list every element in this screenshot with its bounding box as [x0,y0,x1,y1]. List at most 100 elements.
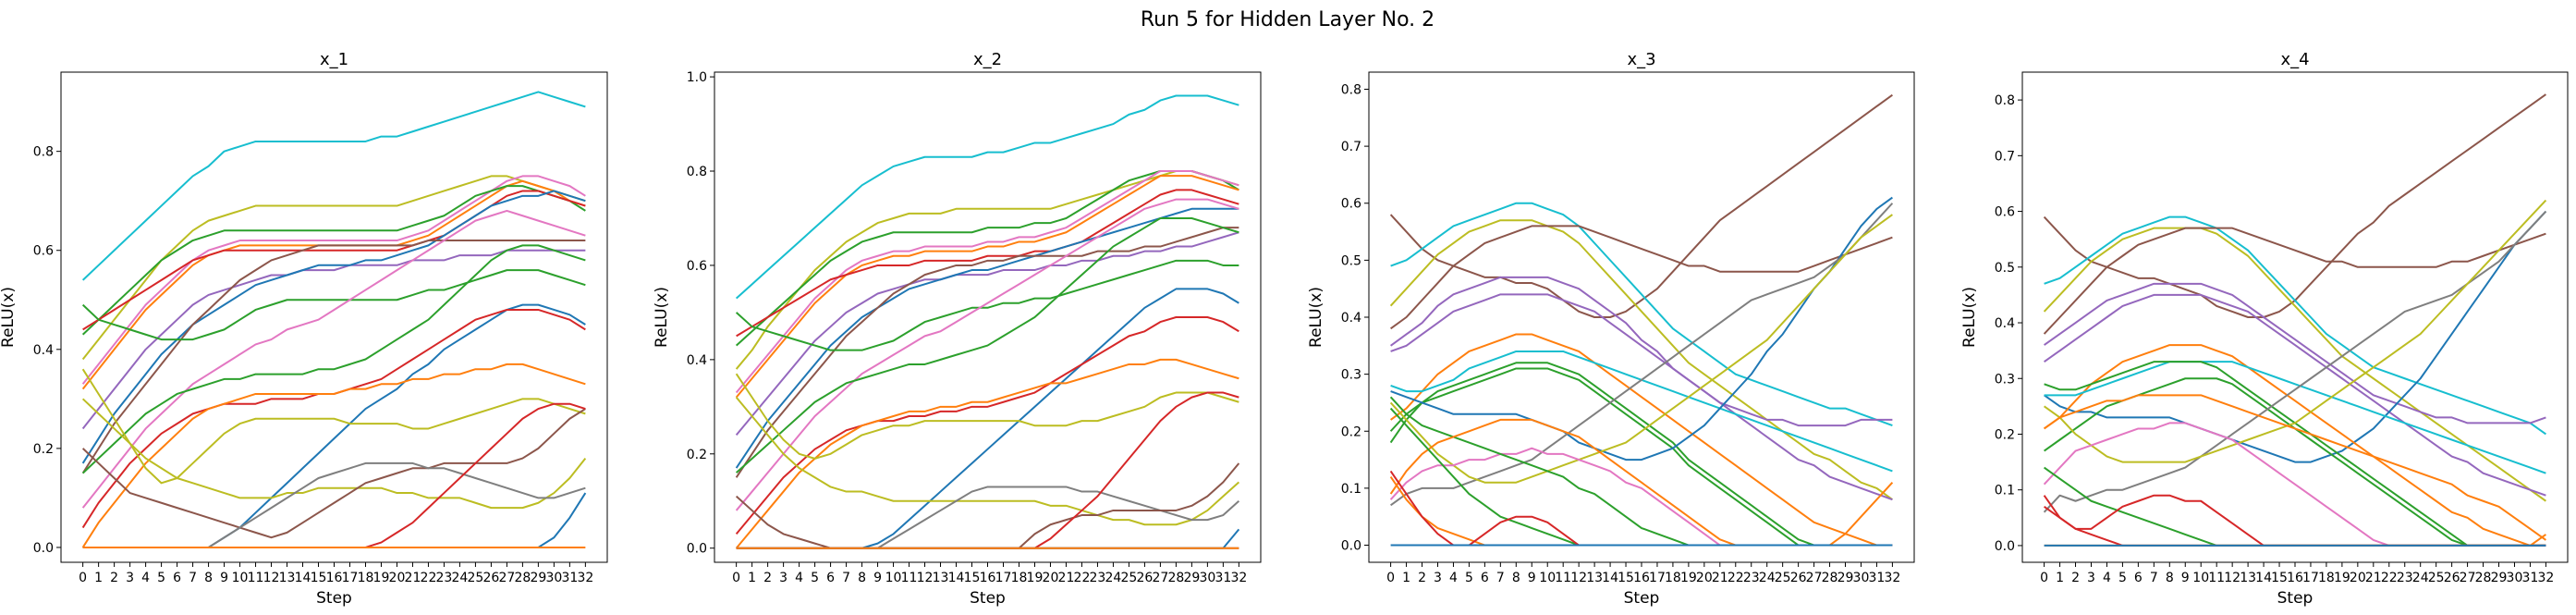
series-line [82,303,586,548]
series-line [1389,214,1893,484]
series-line [82,402,586,548]
x-tick-label: 27 [1806,571,1823,585]
series-line [2044,199,2547,463]
x-tick-label: 28 [1167,571,1184,585]
x-tick-label: 4 [1449,571,1458,585]
series-line [82,190,586,331]
x-tick-label: 2 [1418,571,1426,585]
x-tick-label: 29 [2491,571,2508,585]
y-tick-label: 0.1 [1341,482,1361,497]
x-tick-label: 4 [141,571,150,585]
x-tick-label: 28 [2475,571,2492,585]
y-axis-label: ReLU(x) [1307,287,1325,348]
x-tick-label: 19 [373,571,390,585]
series-line [2044,293,2546,497]
x-tick-label: 10 [885,571,902,585]
y-axis-label: ReLU(x) [1960,287,1979,348]
series-line [1390,203,1894,507]
x-tick-label: 6 [2134,571,2143,585]
y-tick-label: 0.4 [1995,316,2015,331]
series-line [81,249,586,430]
x-tick-label: 25 [2428,571,2445,585]
series-line [735,175,1239,399]
x-tick-label: 27 [2460,571,2476,585]
y-tick-label: 0.2 [33,442,54,457]
series-line [2044,394,2546,541]
x-tick-label: 23 [1743,571,1760,585]
x-tick-label: 21 [2365,571,2382,585]
x-tick-label: 29 [1837,571,1854,585]
x-axis-label: Step [1624,589,1660,608]
series-line [81,209,586,509]
series-group [1389,93,1894,547]
chart-panel-1: x_10 1 2 3 4 5 6 7 8 9 10 11 12 13 14 15 16 17 18 19 20 21 22 2… [0,50,608,608]
x-tick-label: 31 [1869,571,1886,585]
x-tick-label: 8 [204,571,213,585]
x-tick-label: 11 [901,571,918,585]
x-tick-label: 8 [858,571,866,585]
x-tick-label: 9 [873,571,882,585]
x-tick-label: 14 [1602,571,1618,585]
series-line [735,198,1239,511]
chart-title: x_3 [1627,50,1655,69]
y-tick-label: 0.2 [1995,427,2015,442]
series-line [735,227,1239,478]
x-tick-label: 12 [263,571,280,585]
x-tick-label: 4 [795,571,803,585]
x-tick-label: 8 [1512,571,1520,585]
y-tick-label: 0.5 [1995,261,2015,276]
series-line [735,207,1239,469]
series-line [1389,219,1893,501]
x-tick-label: 24 [1759,571,1776,585]
y-tick-label: 0.8 [33,145,54,160]
series-line [81,244,586,474]
x-tick-label: 9 [1528,571,1536,585]
x-tick-label: 11 [248,571,264,585]
y-tick-label: 0.5 [1341,253,1361,268]
x-tick-label: 24 [452,571,469,585]
x-tick-label: 29 [1183,571,1200,585]
y-tick-label: 0.0 [1995,539,2015,554]
x-tick-label: 26 [1790,571,1807,585]
x-tick-label: 15 [1618,571,1634,585]
series-line [1389,362,1893,547]
x-tick-label: 13 [933,571,949,585]
chart-panel-2: x_20 1 2 3 4 5 6 7 8 9 10 11 12 13 14 15 16 17 18 19 20 21 22 2… [653,50,1262,608]
x-tick-label: 13 [1586,571,1603,585]
x-tick-label: 6 [826,571,835,585]
series-group [2043,93,2547,547]
x-tick-label: 25 [1775,571,1791,585]
x-tick-label: 2 [2071,571,2080,585]
y-tick-label: 0.6 [1995,205,2015,220]
series-line [2044,361,2546,474]
x-tick-label: 16 [2287,571,2303,585]
series-line [1389,407,1893,547]
x-tick-label: 21 [1712,571,1728,585]
x-tick-label: 3 [2087,571,2095,585]
x-tick-label: 13 [2240,571,2256,585]
y-axis-label: ReLU(x) [0,287,18,348]
x-tick-label: 25 [468,571,484,585]
x-tick-label: 10 [1539,571,1556,585]
y-tick-label: 0.8 [1341,82,1361,97]
x-tick-label: 5 [157,571,165,585]
x-tick-label: 14 [948,571,965,585]
y-tick-label: 0.2 [1341,424,1361,439]
x-tick-label: 23 [2397,571,2413,585]
series-line [81,175,586,361]
x-tick-label: 5 [1465,571,1473,585]
y-tick-label: 0.0 [1341,539,1361,554]
x-tick-label: 3 [1434,571,1442,585]
chart-title: x_2 [973,50,1002,69]
x-tick-label: 26 [482,571,499,585]
series-line [735,259,1239,351]
x-tick-label: 6 [1481,571,1489,585]
series-line [2044,466,2546,547]
y-tick-label: 0.0 [687,542,707,557]
series-line [2043,227,2546,502]
x-tick-label: 26 [2444,571,2460,585]
plot-frame [2021,71,2569,563]
x-tick-label: 10 [2192,571,2209,585]
series-line [1390,225,1893,330]
x-tick-label: 0 [79,571,87,585]
